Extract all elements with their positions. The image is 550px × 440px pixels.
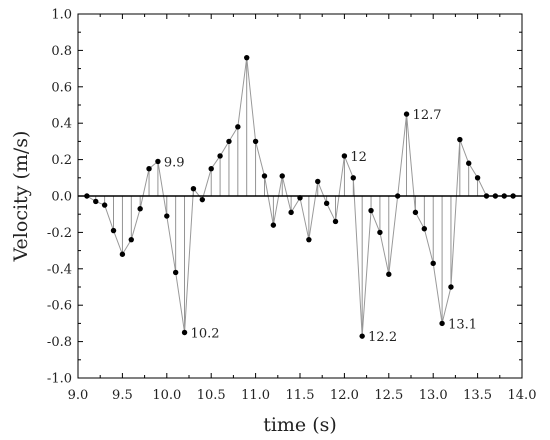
data-point-8 bbox=[155, 158, 161, 165]
annotation-0: 9.9 bbox=[164, 155, 185, 170]
data-point-20 bbox=[261, 173, 268, 179]
y-tick-label-1: 0.8 bbox=[51, 44, 72, 59]
annotation-4: 12.7 bbox=[413, 108, 442, 123]
x-tick-label-6: 12.0 bbox=[330, 388, 359, 403]
data-point-16 bbox=[226, 138, 232, 145]
data-point-29 bbox=[341, 153, 348, 159]
annotation-3: 12.2 bbox=[368, 330, 397, 345]
x-tick-label-9: 13.5 bbox=[463, 388, 492, 403]
data-markers bbox=[84, 54, 516, 339]
data-point-12 bbox=[190, 186, 197, 192]
data-point-42 bbox=[457, 136, 463, 143]
y-tick-label-8: -0.6 bbox=[47, 299, 72, 314]
y-tick-label-2: 0.6 bbox=[51, 80, 72, 95]
data-point-35 bbox=[394, 193, 401, 199]
data-point-24 bbox=[297, 195, 303, 201]
data-point-27 bbox=[323, 200, 330, 206]
data-point-32 bbox=[368, 207, 374, 214]
axis-tick-labels: 9.0 9.5 10.0 10.5 11.0 11.5 12.0 12.5 13.0 13.5 14… bbox=[47, 8, 537, 404]
data-point-9 bbox=[164, 213, 170, 219]
data-point-11 bbox=[181, 329, 188, 336]
data-point-4 bbox=[119, 251, 126, 257]
data-point-3 bbox=[110, 227, 117, 234]
data-point-26 bbox=[315, 178, 321, 185]
x-tick-label-0: 9.0 bbox=[68, 388, 89, 403]
data-point-47 bbox=[501, 193, 507, 199]
data-point-18 bbox=[244, 54, 250, 61]
data-point-39 bbox=[430, 260, 436, 267]
data-point-1 bbox=[93, 198, 99, 205]
y-tick-label-6: -0.2 bbox=[47, 226, 72, 241]
y-axis-title: Velocity (m/s) bbox=[10, 131, 32, 263]
y-tick-label-3: 0.4 bbox=[51, 117, 72, 132]
data-point-0 bbox=[84, 193, 90, 199]
annotation-2: 12 bbox=[350, 150, 367, 165]
data-point-28 bbox=[332, 218, 339, 225]
y-tick-label-9: -0.8 bbox=[47, 335, 72, 350]
x-axis-title: time (s) bbox=[263, 414, 337, 436]
data-point-40 bbox=[439, 320, 445, 327]
x-tick-label-3: 10.5 bbox=[197, 388, 226, 403]
x-tick-label-1: 9.5 bbox=[112, 388, 133, 403]
data-point-41 bbox=[448, 284, 454, 290]
y-tick-label-4: 0.2 bbox=[51, 153, 72, 168]
data-point-17 bbox=[235, 124, 241, 130]
x-tick-label-7: 12.5 bbox=[374, 388, 403, 403]
axis-ticks bbox=[77, 13, 523, 379]
y-tick-label-7: -0.4 bbox=[47, 262, 72, 277]
data-point-19 bbox=[252, 138, 259, 145]
data-point-2 bbox=[101, 202, 108, 208]
data-point-46 bbox=[492, 193, 499, 199]
data-point-5 bbox=[128, 236, 134, 243]
data-point-6 bbox=[137, 206, 143, 212]
y-tick-label-5: 0.0 bbox=[51, 190, 72, 205]
data-point-14 bbox=[208, 166, 214, 172]
x-tick-label-5: 11.5 bbox=[286, 388, 315, 403]
data-point-38 bbox=[421, 226, 428, 232]
y-tick-label-10: -1.0 bbox=[47, 372, 72, 387]
stem-lines bbox=[95, 57, 479, 337]
data-point-21 bbox=[270, 222, 277, 228]
data-point-31 bbox=[359, 333, 365, 339]
annotation-1: 10.2 bbox=[191, 327, 220, 342]
data-point-30 bbox=[350, 175, 356, 181]
data-point-37 bbox=[412, 209, 419, 216]
data-point-13 bbox=[199, 196, 206, 203]
data-point-23 bbox=[288, 209, 294, 216]
data-point-22 bbox=[279, 173, 285, 179]
y-tick-label-0: 1.0 bbox=[51, 8, 72, 23]
data-point-33 bbox=[377, 229, 383, 236]
annotation-5: 13.1 bbox=[448, 317, 477, 332]
point-annotations: 9.9 10.2 12 12.2 12.7 13.1 bbox=[164, 108, 477, 345]
x-tick-label-10: 14.0 bbox=[508, 388, 537, 403]
data-point-36 bbox=[403, 111, 410, 117]
data-point-45 bbox=[483, 193, 490, 199]
data-point-15 bbox=[217, 153, 223, 159]
data-point-7 bbox=[146, 166, 152, 172]
data-point-43 bbox=[466, 160, 472, 166]
x-tick-label-2: 10.0 bbox=[152, 388, 181, 403]
data-point-44 bbox=[474, 175, 481, 181]
x-tick-label-8: 13.0 bbox=[419, 388, 448, 403]
data-point-25 bbox=[306, 236, 312, 243]
data-point-10 bbox=[172, 269, 179, 276]
data-point-48 bbox=[510, 193, 516, 199]
x-tick-label-4: 11.0 bbox=[241, 388, 270, 403]
data-point-34 bbox=[386, 271, 392, 277]
